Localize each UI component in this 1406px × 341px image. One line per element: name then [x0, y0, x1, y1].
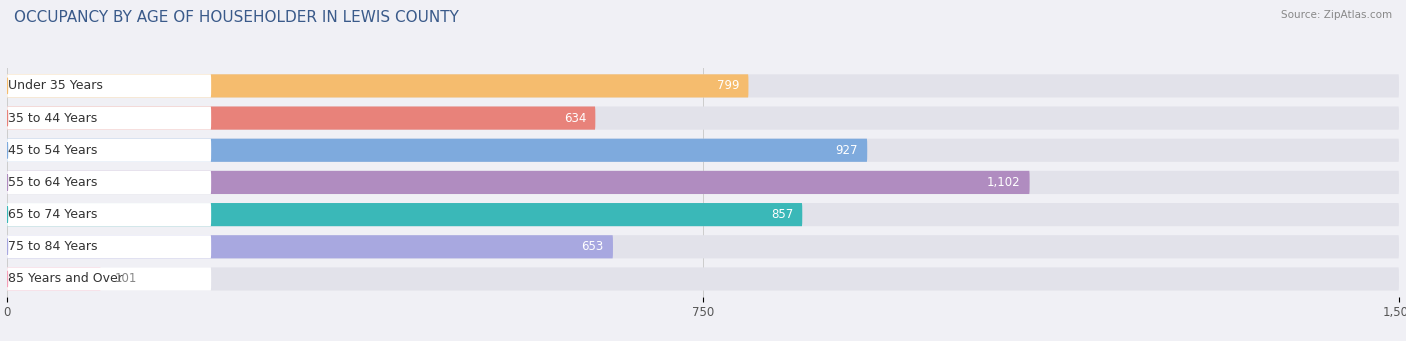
FancyBboxPatch shape — [7, 203, 1399, 226]
FancyBboxPatch shape — [7, 235, 613, 258]
FancyBboxPatch shape — [7, 139, 211, 162]
FancyBboxPatch shape — [7, 171, 1029, 194]
Text: 799: 799 — [717, 79, 740, 92]
FancyBboxPatch shape — [7, 106, 211, 130]
FancyBboxPatch shape — [7, 203, 211, 226]
FancyBboxPatch shape — [7, 74, 748, 98]
Text: Source: ZipAtlas.com: Source: ZipAtlas.com — [1281, 10, 1392, 20]
FancyBboxPatch shape — [7, 74, 211, 98]
FancyBboxPatch shape — [7, 235, 211, 258]
FancyBboxPatch shape — [7, 139, 1399, 162]
Text: 35 to 44 Years: 35 to 44 Years — [7, 112, 97, 124]
Text: 55 to 64 Years: 55 to 64 Years — [7, 176, 97, 189]
FancyBboxPatch shape — [7, 267, 1399, 291]
Text: 75 to 84 Years: 75 to 84 Years — [7, 240, 97, 253]
Text: 101: 101 — [115, 272, 136, 285]
Text: Under 35 Years: Under 35 Years — [7, 79, 103, 92]
Text: 65 to 74 Years: 65 to 74 Years — [7, 208, 97, 221]
Text: 1,102: 1,102 — [987, 176, 1021, 189]
FancyBboxPatch shape — [7, 171, 1399, 194]
Text: 634: 634 — [564, 112, 586, 124]
FancyBboxPatch shape — [7, 171, 211, 194]
FancyBboxPatch shape — [7, 235, 1399, 258]
Text: 45 to 54 Years: 45 to 54 Years — [7, 144, 97, 157]
FancyBboxPatch shape — [7, 106, 595, 130]
FancyBboxPatch shape — [7, 267, 101, 291]
FancyBboxPatch shape — [7, 74, 1399, 98]
FancyBboxPatch shape — [7, 267, 211, 291]
Text: 85 Years and Over: 85 Years and Over — [7, 272, 122, 285]
FancyBboxPatch shape — [7, 203, 803, 226]
Text: OCCUPANCY BY AGE OF HOUSEHOLDER IN LEWIS COUNTY: OCCUPANCY BY AGE OF HOUSEHOLDER IN LEWIS… — [14, 10, 458, 25]
FancyBboxPatch shape — [7, 139, 868, 162]
FancyBboxPatch shape — [7, 106, 1399, 130]
Text: 857: 857 — [770, 208, 793, 221]
Text: 927: 927 — [835, 144, 858, 157]
Text: 653: 653 — [582, 240, 603, 253]
